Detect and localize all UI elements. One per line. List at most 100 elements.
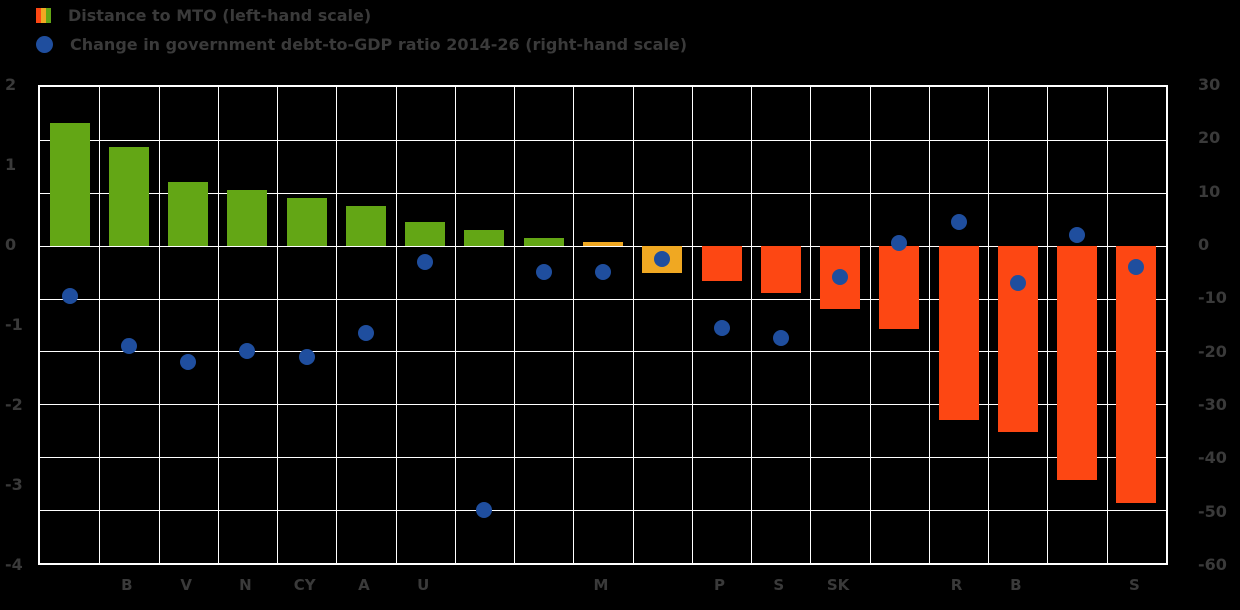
- data-dot: [180, 354, 197, 371]
- left-axis-tick-label: 1: [5, 155, 17, 174]
- right-axis-tick-label: -20: [1198, 341, 1227, 361]
- bar: [168, 182, 209, 246]
- vertical-gridline: [1047, 87, 1049, 563]
- vertical-gridline: [632, 87, 634, 563]
- left-axis-tick-label: -4: [5, 555, 23, 574]
- bar: [583, 241, 623, 246]
- x-axis-category-label: M: [593, 576, 609, 594]
- vertical-gridline: [869, 87, 871, 563]
- legend-label-dots: Change in government debt-to-GDP ratio 2…: [70, 35, 688, 54]
- data-dot: [120, 338, 137, 355]
- right-axis-tick-label: -30: [1198, 395, 1227, 414]
- bar: [523, 237, 564, 246]
- legend-item-dots: Change in government debt-to-GDP ratio 2…: [36, 33, 687, 56]
- vertical-gridline: [514, 87, 516, 563]
- right-axis-tick-label: 20: [1198, 128, 1221, 148]
- data-dot: [1009, 274, 1026, 291]
- left-axis-tick-label: -2: [5, 395, 23, 414]
- left-axis-tick-label: 0: [5, 235, 17, 254]
- legend-item-bars: Distance to MTO (left-hand scale): [36, 4, 687, 27]
- data-dot: [417, 253, 434, 270]
- data-dot: [832, 269, 849, 286]
- bar: [938, 245, 979, 421]
- bar: [345, 206, 386, 246]
- vertical-gridline: [810, 87, 812, 563]
- data-dot: [772, 330, 789, 347]
- data-dot: [891, 235, 908, 252]
- x-axis-category-label: A: [358, 576, 370, 594]
- bar: [286, 198, 327, 246]
- data-dot: [535, 264, 552, 281]
- x-axis-category-label: S: [773, 576, 785, 594]
- bar: [108, 146, 149, 246]
- vertical-gridline: [217, 87, 219, 563]
- left-axis-tick-label: 2: [5, 75, 17, 94]
- right-axis-tick-label: 30: [1198, 75, 1221, 94]
- legend-label-bars: Distance to MTO (left-hand scale): [68, 6, 372, 25]
- horizontal-gridline: [40, 245, 1166, 247]
- data-dot: [476, 502, 493, 519]
- vertical-gridline: [99, 87, 101, 563]
- right-axis-tick-label: -50: [1198, 501, 1227, 521]
- legend: Distance to MTO (left-hand scale) Change…: [36, 4, 687, 56]
- data-dot: [239, 343, 256, 360]
- horizontal-gridline: [40, 139, 1166, 141]
- vertical-gridline: [395, 87, 397, 563]
- bar: [405, 221, 446, 246]
- vertical-gridline: [573, 87, 575, 563]
- vertical-gridline: [1106, 87, 1108, 563]
- vertical-gridline: [928, 87, 930, 563]
- x-axis-category-label: N: [239, 576, 252, 594]
- data-dot: [1128, 258, 1145, 275]
- horizontal-gridline: [40, 192, 1166, 194]
- data-dot: [1069, 227, 1086, 244]
- vertical-gridline: [691, 87, 693, 563]
- x-axis-category-label: R: [950, 576, 963, 594]
- plot-area: [38, 85, 1168, 565]
- vertical-gridline: [277, 87, 279, 563]
- horizontal-gridline: [40, 298, 1166, 300]
- horizontal-gridline: [40, 510, 1166, 512]
- bar: [464, 229, 505, 246]
- vertical-gridline: [336, 87, 338, 563]
- bar: [1057, 245, 1098, 480]
- data-dot: [713, 319, 730, 336]
- data-dot: [595, 264, 611, 281]
- bar: [227, 190, 268, 246]
- vertical-gridline: [158, 87, 160, 563]
- x-axis-category-label: B: [1010, 576, 1022, 594]
- vertical-gridline: [454, 87, 456, 563]
- right-axis-tick-label: 0: [1198, 235, 1210, 254]
- bar: [879, 245, 920, 329]
- data-dot: [950, 213, 967, 230]
- data-dot: [357, 324, 374, 341]
- vertical-gridline: [751, 87, 753, 563]
- blue-dot-swatch-icon: [36, 36, 53, 53]
- left-axis-tick-label: -1: [5, 315, 23, 334]
- x-axis-category-label: SK: [826, 576, 850, 594]
- bar: [1116, 245, 1157, 504]
- x-axis-category-label: S: [1128, 576, 1140, 594]
- x-axis-category-label: B: [121, 576, 133, 594]
- mto-stripe-swatch-icon: [36, 8, 51, 23]
- bar: [760, 245, 801, 294]
- horizontal-gridline: [40, 404, 1166, 406]
- bar: [701, 245, 742, 282]
- x-axis-category-label: V: [180, 576, 192, 594]
- vertical-gridline: [988, 87, 990, 563]
- left-axis-tick-label: -3: [5, 475, 23, 494]
- bar: [49, 122, 90, 246]
- data-dot: [654, 250, 671, 267]
- data-dot: [61, 287, 78, 304]
- horizontal-gridline: [40, 351, 1166, 353]
- x-axis-category-label: CY: [293, 576, 316, 594]
- right-axis-tick-label: -60: [1198, 555, 1227, 574]
- data-dot: [298, 348, 315, 365]
- right-axis-tick-label: 10: [1198, 181, 1221, 201]
- horizontal-gridline: [40, 457, 1166, 459]
- x-axis-category-label: P: [714, 576, 726, 594]
- right-axis-tick-label: -40: [1198, 448, 1227, 468]
- bar: [997, 245, 1038, 433]
- x-axis-category-label: U: [417, 576, 430, 594]
